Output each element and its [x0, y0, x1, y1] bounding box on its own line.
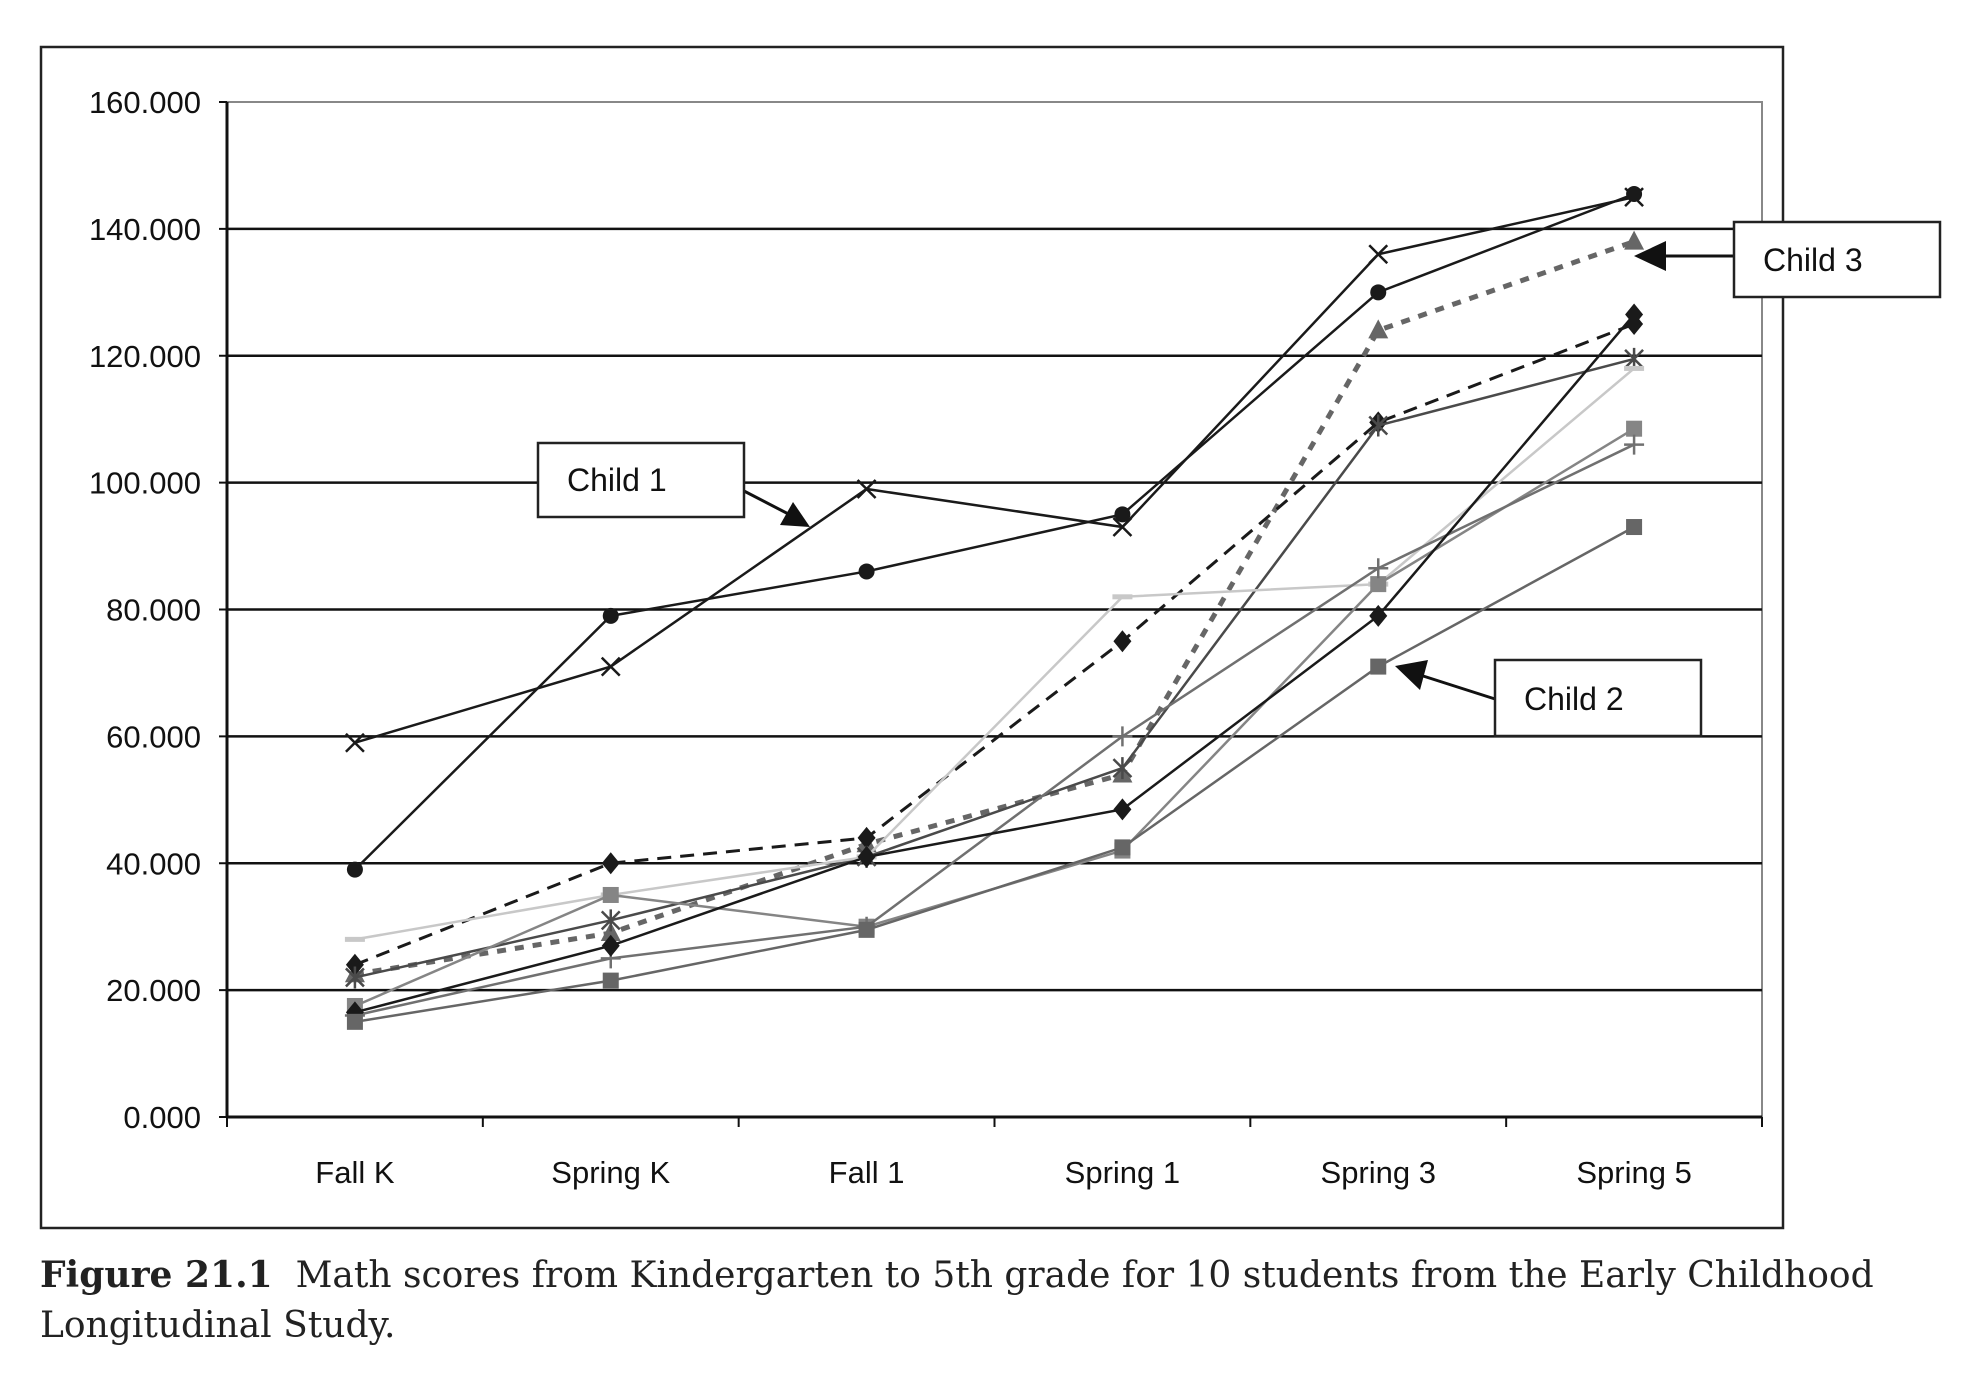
series-line [354, 525, 1635, 1024]
series-line [354, 313, 1636, 1014]
data-point-circle [346, 861, 363, 878]
figure-caption-text: Math scores from Kindergarten to 5th gra… [40, 1255, 1874, 1346]
data-point-square [602, 972, 619, 989]
child-1-arrowhead [780, 502, 810, 527]
series-line [354, 322, 1635, 967]
series-line [354, 195, 1635, 744]
data-point-square [1626, 420, 1643, 437]
x-tick-label: Spring 1 [1065, 1155, 1180, 1190]
data-point-x [1368, 244, 1389, 265]
figure-caption: Figure 21.1 Math scores from Kindergarte… [40, 1250, 1940, 1351]
data-point-asterisk [345, 966, 365, 989]
series-line [354, 239, 1635, 977]
data-point-diamond [1625, 303, 1644, 326]
child-2-label: Child 2 [1524, 681, 1624, 717]
x-tick-label: Spring 3 [1321, 1155, 1436, 1190]
data-point-diamond [601, 852, 620, 875]
data-point-circle [858, 563, 875, 580]
y-tick-label: 140.000 [89, 212, 201, 247]
child-3-label-box [1732, 220, 1942, 299]
child-2-label-box [1493, 658, 1703, 738]
data-point-square [346, 1013, 363, 1030]
data-point-square [858, 921, 875, 938]
y-tick-label: 80.000 [106, 593, 201, 628]
data-point-diamond [857, 826, 876, 849]
chart-frame [39, 45, 1785, 1230]
x-tick-label: Fall K [315, 1155, 395, 1190]
series-line [354, 192, 1635, 871]
child-3-arrowhead [1634, 241, 1666, 271]
data-point-plus [1624, 434, 1645, 455]
data-point-square [1626, 519, 1643, 536]
data-point-diamond [1113, 630, 1132, 653]
data-point-dash [1624, 365, 1645, 371]
x-tick-label: Fall 1 [829, 1155, 905, 1190]
data-point-triangle [1368, 319, 1389, 339]
y-tick-label: 0.000 [123, 1100, 201, 1135]
x-tick-label: Spring 5 [1576, 1155, 1691, 1190]
data-point-square [602, 886, 619, 903]
data-point-circle [602, 607, 619, 624]
series-student-diamond-solid [345, 303, 1644, 1024]
series-student-diamond-dashed [345, 313, 1644, 976]
data-point-diamond [1369, 604, 1388, 627]
child-2-arrowhead [1395, 660, 1428, 690]
data-point-plus [1112, 726, 1133, 747]
data-point-x [345, 732, 365, 753]
data-point-dash [344, 936, 365, 942]
data-point-asterisk [600, 909, 621, 932]
data-point-circle [1626, 185, 1643, 202]
data-point-square [1114, 839, 1131, 856]
data-point-square [1370, 658, 1387, 675]
data-point-diamond [857, 845, 876, 868]
data-point-diamond [345, 953, 364, 976]
data-point-circle [1370, 284, 1387, 301]
y-tick-label: 20.000 [106, 973, 201, 1008]
y-tick-label: 40.000 [106, 846, 201, 881]
x-tick-label: Spring K [551, 1155, 670, 1190]
child-3-label: Child 3 [1763, 242, 1863, 278]
series-line [354, 357, 1635, 979]
data-point-x [856, 479, 877, 499]
series-student-circle [346, 185, 1643, 878]
data-point-plus [1368, 558, 1389, 579]
data-point-triangle [600, 922, 621, 942]
data-point-dash [1112, 594, 1133, 600]
child-1-label-box [536, 441, 746, 519]
data-point-diamond [1113, 798, 1132, 821]
data-point-diamond [601, 934, 620, 957]
y-tick-label: 60.000 [106, 719, 201, 754]
y-tick-label: 160.000 [89, 85, 201, 120]
series-child-2 [346, 519, 1643, 1030]
data-point-asterisk [1368, 414, 1389, 437]
figure-label: Figure 21.1 [40, 1254, 273, 1296]
data-point-asterisk [1112, 757, 1133, 780]
y-tick-label: 100.000 [89, 466, 201, 501]
data-point-triangle [1624, 230, 1645, 250]
y-tick-label: 120.000 [89, 339, 201, 374]
data-point-square [1370, 576, 1387, 593]
data-point-x [1112, 517, 1133, 537]
series-line [354, 443, 1635, 1017]
child-1-label: Child 1 [567, 462, 667, 498]
data-point-x [600, 656, 621, 677]
child-2-arrow [1419, 673, 1496, 701]
data-point-circle [1114, 506, 1131, 523]
